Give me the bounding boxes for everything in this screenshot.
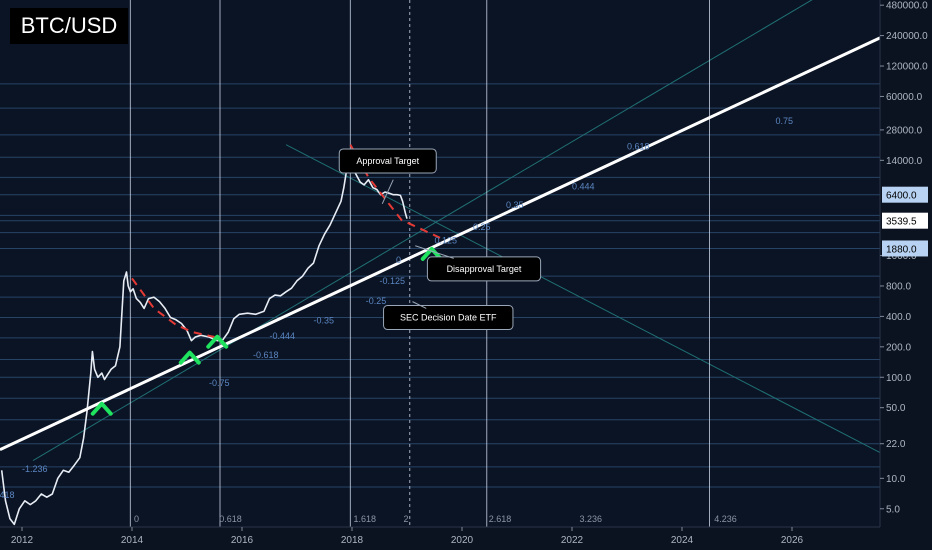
callout-pointer (415, 245, 454, 259)
fib-level-label: -0.618 (253, 350, 279, 360)
callout: Approval Target (338, 148, 437, 174)
fib-time-label: 4.236 (714, 514, 737, 524)
fib-level-label: -1.236 (22, 464, 48, 474)
callout-pointer (381, 179, 394, 205)
callout-text: SEC Decision Date ETF (400, 313, 497, 323)
x-tick-label: 2016 (231, 535, 254, 546)
guide-diagonal-down (285, 144, 881, 453)
fib-level-label: 0.125 (435, 236, 458, 246)
callout-pointer (412, 301, 427, 309)
fib-level-label: 0.618 (627, 141, 650, 151)
y-tick-label: 400.0 (886, 312, 911, 323)
fib-level-label: -0.25 (366, 296, 387, 306)
y-tick-label: 14000.0 (886, 156, 923, 167)
y-tick-label: 200.0 (886, 342, 911, 353)
fib-level-label: -1.418 (0, 490, 15, 500)
y-tick-label: 60000.0 (886, 92, 923, 103)
support-marker (206, 334, 229, 349)
fib-level-label: 0.35 (506, 200, 524, 210)
y-tick-label: 800.0 (886, 281, 911, 292)
fib-level-label: 0 (396, 255, 401, 265)
fib-level-label: -0.35 (314, 316, 335, 326)
x-tick-label: 2012 (11, 535, 34, 546)
price-tag-bg (882, 186, 928, 203)
guide-diagonal-up (32, 0, 813, 461)
fib-time-label: 1.618 (353, 514, 376, 524)
support-marker (178, 350, 201, 365)
fib-level-label: 0.75 (776, 116, 794, 126)
x-axis-panel (0, 527, 932, 550)
y-tick-label: 100.0 (886, 373, 911, 384)
fib-level-label: -0.444 (270, 331, 296, 341)
callout-box (338, 148, 437, 174)
callout-box (383, 305, 514, 331)
y-tick-label: 50.0 (886, 403, 906, 414)
ticker-label: BTC/USD (10, 8, 128, 44)
price-tag-label: 3539.5 (886, 217, 917, 228)
red-dashed-trend (131, 277, 215, 338)
x-tick-label: 2018 (341, 535, 364, 546)
y-tick-label: 5.0 (886, 504, 900, 515)
x-tick-label: 2014 (121, 535, 144, 546)
fib-time-label: 2.618 (489, 514, 512, 524)
x-tick-label: 2020 (451, 535, 474, 546)
fib-time-label: 0.618 (219, 514, 242, 524)
y-tick-label: 480000.0 (886, 1, 928, 12)
main-trendline (0, 36, 881, 452)
price-tag-bg (882, 240, 928, 257)
x-tick-label: 2022 (561, 535, 584, 546)
fib-level-label: 0.25 (473, 222, 491, 232)
y-tick-label: 1600.0 (886, 251, 917, 262)
callout: SEC Decision Date ETF (383, 305, 514, 331)
x-tick-label: 2024 (671, 535, 694, 546)
fib-time-label: 2 (404, 514, 409, 524)
price-tag-bg (882, 212, 928, 229)
fib-level-label: -0.75 (209, 378, 230, 388)
y-axis-panel (880, 0, 932, 550)
price-tag-label: 6400.0 (886, 191, 917, 202)
y-tick-label: 120000.0 (886, 62, 928, 73)
callout-text: Approval Target (356, 156, 419, 166)
callout-text: Disapproval Target (447, 264, 522, 274)
fib-level-label: -0.125 (380, 276, 406, 286)
fib-level-label: 0.444 (572, 182, 595, 192)
callout-box (426, 256, 542, 282)
y-tick-label: 22.0 (886, 439, 906, 450)
support-marker (420, 246, 443, 261)
support-marker (90, 401, 113, 416)
y-tick-label: 240000.0 (886, 31, 928, 42)
fib-time-label: 0 (134, 514, 139, 524)
callout: Disapproval Target (426, 256, 542, 282)
y-tick-label: 10.0 (886, 474, 906, 485)
x-tick-label: 2026 (781, 535, 804, 546)
y-tick-label: 28000.0 (886, 125, 923, 136)
price-tag-label: 1880.0 (886, 244, 917, 255)
fib-time-label: 3.236 (580, 514, 603, 524)
